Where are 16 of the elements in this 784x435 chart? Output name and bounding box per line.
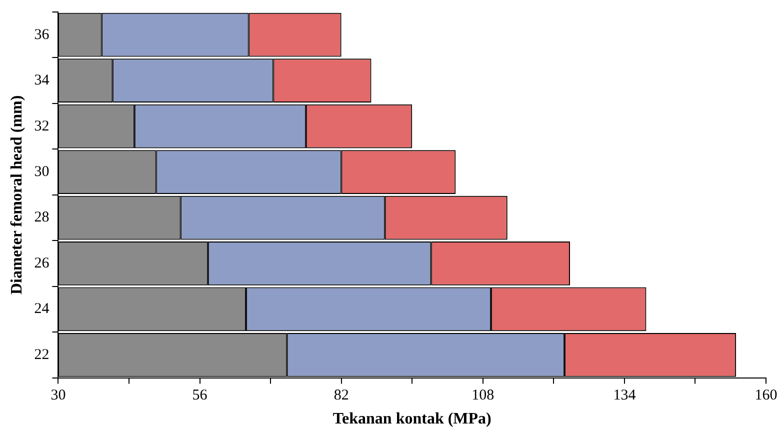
x-axis-title: Tekanan kontak (MPa): [332, 410, 492, 428]
y-tick-label: 32: [34, 118, 50, 134]
y-axis-title: Diameter femoral head (mm): [8, 95, 26, 294]
x-tick-label: 134: [613, 388, 636, 404]
x-tick-label: 160: [754, 388, 778, 404]
x-tick-label: 82: [334, 388, 349, 404]
y-tick-label: 28: [34, 210, 50, 226]
y-tick-label: 24: [34, 301, 50, 318]
x-tick-label: 56: [192, 388, 208, 404]
y-tick-label: 22: [34, 346, 50, 363]
y-tick-label: 36: [34, 26, 50, 43]
y-tick-label: 26: [34, 255, 50, 272]
x-tick-label: 108: [472, 388, 494, 404]
y-tick-label: 34: [34, 72, 50, 89]
x-tick-label: 30: [50, 388, 66, 404]
y-tick-label: 30: [34, 164, 50, 180]
